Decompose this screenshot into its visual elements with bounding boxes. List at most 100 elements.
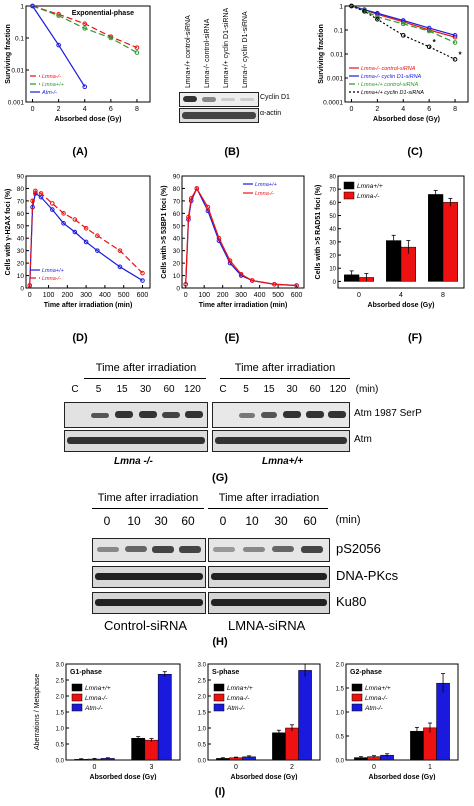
y-tick-label: 3.0 [198, 663, 207, 669]
unit-label: (min) [355, 384, 379, 395]
band [183, 96, 197, 102]
data-point [56, 13, 61, 18]
series-line [29, 192, 143, 286]
band [97, 547, 119, 552]
x-tick-label: 600 [137, 292, 149, 299]
row-label-actin: α-actin [260, 110, 282, 117]
panel-c-label: (C) [407, 146, 423, 158]
y-tick-label: 0.0 [56, 759, 65, 765]
bar [285, 727, 299, 761]
y-tick-label: 40 [173, 236, 181, 243]
legend-label: Lmna-/- [227, 695, 250, 702]
x-tick-label: 0 [350, 106, 354, 113]
y-tick-label: 1.5 [56, 711, 65, 717]
legend-swatch [351, 693, 363, 702]
x-tick-label: 2 [375, 106, 379, 113]
chart-title: S-phase [212, 669, 239, 676]
y-axis-label: Surviving fraction [318, 24, 325, 84]
bar [428, 194, 444, 282]
band [179, 546, 201, 553]
data-point [140, 278, 145, 283]
legend-swatch [71, 683, 83, 692]
x-tick-label: 2 [290, 764, 294, 771]
data-point [95, 233, 100, 239]
lane-label: 60 [163, 384, 175, 395]
y-tick-label: 2.5 [198, 679, 207, 685]
aberrations-g2: 0.0 0.5 1.0 1.5 2.0 0 1 Absorbed dose (Gy) G2-ph… [336, 663, 459, 780]
legend-swatch [343, 191, 355, 200]
x-tick-label: 200 [61, 292, 73, 299]
y-axis-label-i: Aberrations / Metaphase [34, 673, 41, 750]
y-tick-label: 0.0001 [323, 100, 343, 107]
data-point [349, 3, 354, 9]
lane-label: C [71, 384, 79, 395]
lane-label: 120 [184, 384, 201, 395]
series-line [185, 187, 297, 287]
legend-label: Lmna-/- [85, 695, 108, 702]
x-axis-label: Absorbed dose (Gy) [55, 116, 122, 123]
panel-d: 0 100 200 300 400 500 600 0 10 20 30 40 50 60 70 80 90 Ti… [2, 170, 154, 320]
x-tick-label: 500 [272, 292, 284, 299]
panel-g-label: (G) [212, 472, 228, 484]
y-tick-label: 90 [17, 174, 25, 181]
data-point [249, 278, 255, 283]
y-tick-label: 10 [329, 267, 336, 273]
data-point [272, 281, 277, 287]
y-tick-label: 40 [329, 227, 336, 233]
panel-f-label: (F) [407, 332, 423, 344]
y-tick-label: 0.5 [198, 743, 207, 749]
y-tick-label: 10 [173, 273, 181, 280]
x-axis-label: Absorbed dose (Gy) [90, 774, 157, 780]
y-tick-label: 3.0 [56, 663, 65, 669]
x-tick-label: 6 [109, 106, 113, 113]
y-tick-label: 0 [176, 286, 180, 293]
x-tick-label: 6 [427, 106, 431, 113]
data-point [50, 201, 55, 206]
y-tick-label: 60 [17, 211, 25, 218]
plot-frame [181, 175, 305, 289]
data-point [27, 283, 33, 288]
h2ax-chart: 0 100 200 300 400 500 600 0 10 20 30 40 50 60 70 80 90 Ti… [5, 174, 151, 309]
legend-label: Lmna+/+ [42, 82, 64, 88]
legend-label: Atm-/- [364, 705, 384, 712]
data-point [82, 26, 88, 31]
legend-label: Atm-/- [84, 705, 104, 712]
y-axis-label: Surviving fraction [5, 24, 12, 84]
legend-label: Lmna+/+ [365, 685, 391, 692]
lane-label: 5 [243, 384, 249, 395]
chart-title: G2-phase [350, 669, 382, 676]
aberrations-g1: 0.0 0.5 1.0 1.5 2.0 2.5 3.0 0 3 Absorbed dose (Gy… [56, 663, 181, 780]
y-axis-label: Cells with γ-H2AX foci (%) [5, 189, 12, 276]
data-point [61, 220, 66, 226]
legend-label: Lmna+/+ [42, 268, 64, 274]
band [211, 599, 327, 606]
band [182, 112, 256, 119]
condition-right: LMNA-siRNA [228, 618, 306, 633]
blot-ku80-left [92, 592, 206, 614]
chart-title: Exponential-phase [72, 10, 134, 17]
legend-label: Lmna+/+ cyclin D1-siRNA [361, 90, 424, 96]
y-tick-label: 20 [173, 261, 181, 268]
data-point [426, 44, 432, 50]
y-tick-label: 80 [173, 186, 181, 193]
significance-marker: * [458, 50, 462, 59]
x-tick-label: 0 [31, 106, 35, 113]
row-label-ku80: Ku80 [336, 594, 367, 609]
data-point [216, 235, 222, 241]
x-tick-label: 8 [441, 292, 445, 299]
data-point [72, 229, 78, 235]
band [240, 98, 254, 101]
data-point [426, 25, 432, 31]
lane-label: 30 [139, 384, 152, 395]
y-tick-label: 90 [173, 174, 181, 181]
lane-label: 10 [245, 514, 259, 528]
panel-e: 0 100 200 300 400 500 600 0 10 20 30 40 50 60 70 80 90 Ti… [158, 170, 308, 320]
data-point [56, 42, 61, 48]
x-tick-label: 1 [428, 764, 432, 771]
band [213, 547, 235, 552]
bar [144, 739, 159, 761]
band [125, 546, 147, 552]
y-tick-label: 0.001 [8, 100, 25, 107]
panel-g: Time after irradiation Time after irradi… [0, 362, 474, 502]
x-tick-label: 4 [399, 292, 403, 299]
